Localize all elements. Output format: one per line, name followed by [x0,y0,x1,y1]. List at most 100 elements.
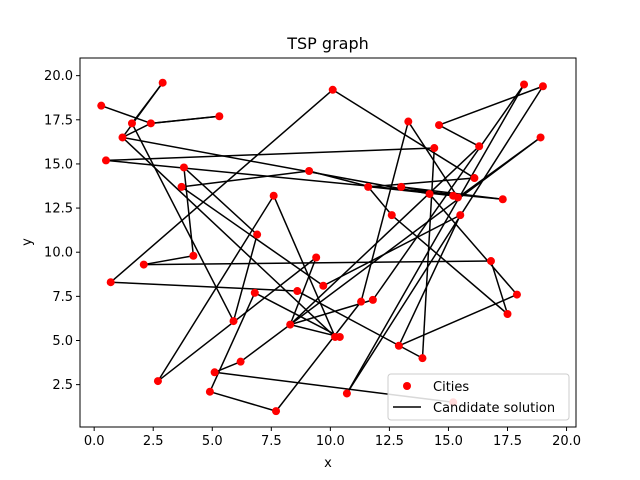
x-tick-label: 7.5 [261,434,282,449]
city-point [106,278,115,287]
city-point [179,163,188,172]
route-segment [490,260,509,315]
x-axis: 0.0 2.5 5.0 7.5 10.0 12.5 15.0 17.5 20.0 [84,427,581,449]
route-segment [209,390,277,412]
city-point [397,182,406,191]
route-segment [110,281,298,292]
city-point [153,377,162,386]
route-segment [346,85,544,394]
city-point [328,85,337,94]
route-segment [428,193,518,296]
route-segment [367,186,393,216]
route-segment [131,82,164,124]
city-point [305,166,314,175]
city-point [538,82,547,91]
city-point [357,297,366,306]
city-point [368,295,377,304]
city-point [470,174,479,183]
city-point [250,288,259,297]
city-point [342,389,351,398]
x-tick-label: 17.5 [493,434,522,449]
city-point [503,310,512,319]
x-tick-label: 12.5 [375,434,404,449]
x-tick-label: 10.0 [316,434,345,449]
legend: Cities Candidate solution [387,373,570,421]
y-axis-label: y [20,238,35,246]
city-point [177,182,186,191]
city-point [425,189,434,198]
city-point [364,182,373,191]
city-point [210,368,219,377]
route-segment [110,89,334,283]
axes-frame [79,57,577,428]
city-point [512,290,521,299]
city-point [319,281,328,290]
route-segment [122,136,336,338]
route-segment [290,323,340,338]
city-point [475,142,484,151]
route-segment [101,104,152,125]
route-segment [122,122,152,139]
route-segment [105,147,435,162]
route-segment [143,255,194,266]
route-segment [438,124,480,147]
city-point [387,211,396,220]
city-point [456,211,465,220]
route-segment [143,260,491,266]
legend-box [387,373,570,421]
x-tick-label: 2.5 [143,434,164,449]
city-point [101,156,110,165]
city-point [229,317,238,326]
route-segment [332,89,475,179]
route-segment [289,145,480,326]
x-tick-label: 15.0 [434,434,463,449]
y-tick-label: 7.5 [52,290,73,305]
chart-title: TSP graph [286,34,369,53]
route-segment [232,234,258,322]
route-segment [157,195,275,382]
city-point [498,195,507,204]
y-tick-label: 15.0 [44,157,73,172]
city-point [312,253,321,262]
city-point [215,112,224,121]
y-tick-label: 12.5 [44,202,73,217]
x-tick-label: 20.0 [552,434,581,449]
city-point [205,387,214,396]
city-point [139,260,148,269]
city-point [404,117,413,126]
x-tick-label: 0.0 [84,434,105,449]
city-point [520,80,529,89]
route-segment [275,301,362,412]
route-segment [183,166,258,236]
city-point [253,230,262,239]
y-tick-label: 10.0 [44,246,73,261]
route-segment [209,292,256,392]
city-point [286,320,295,329]
legend-cities-marker [403,382,411,390]
route-segment [372,84,525,301]
city-point [293,287,302,296]
route-segment [346,84,525,394]
city-point [158,78,167,87]
route-segment [438,85,544,126]
city-point [394,341,403,350]
route-segment [150,115,220,125]
route-segment [322,214,461,287]
city-point [236,357,245,366]
route-segment [254,292,341,338]
route-segment [214,360,241,373]
route-segment [122,136,430,195]
route-segment [398,293,518,347]
route-segment [360,121,410,302]
city-point [127,119,136,128]
route-segment [181,186,324,287]
y-axis: 2.5 5.0 7.5 10.0 12.5 15.0 17.5 20.0 [44,69,80,393]
route-segment [421,148,436,359]
city-point [189,251,198,260]
y-tick-label: 17.5 [44,113,73,128]
city-point [97,101,106,110]
y-tick-label: 5.0 [52,334,73,349]
legend-cities-label: Cities [433,380,469,395]
city-point [453,193,462,202]
y-tick-label: 20.0 [44,69,73,84]
